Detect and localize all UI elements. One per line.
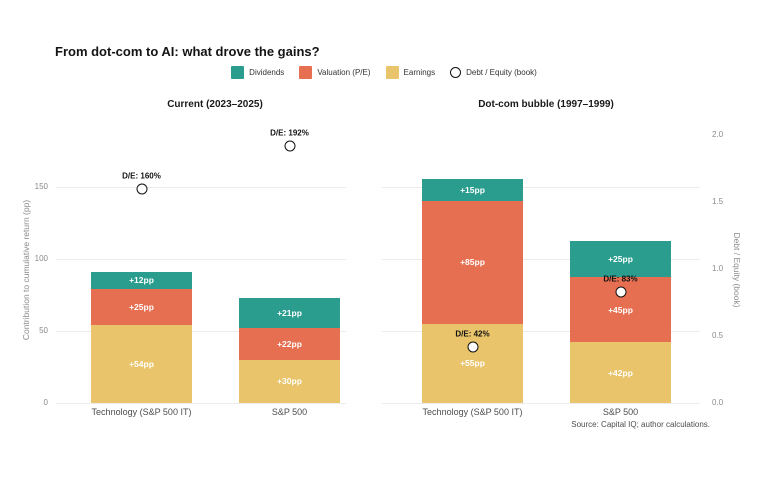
bar-segment-valuation-p-e	[422, 200, 523, 324]
bar-segment-earnings	[570, 342, 671, 403]
right-axis-tick: 1.0	[712, 264, 724, 273]
bar-segment-dividends	[91, 271, 192, 289]
debt-equity-marker	[136, 183, 147, 195]
bar-segment-label: +25pp	[608, 254, 633, 265]
valuation-swatch-icon	[299, 66, 313, 79]
category-label: S&P 500	[602, 407, 639, 417]
gridline	[56, 403, 346, 404]
debt-equity-value-label: D/E: 83%	[603, 274, 638, 284]
left-axis-tick: 100	[34, 253, 48, 263]
bar-segment-label: +15pp	[460, 185, 485, 196]
debt-equity-value-label: D/E: 42%	[455, 329, 490, 339]
debt-equity-marker	[615, 286, 626, 298]
bar-segment-label: +55pp	[460, 358, 485, 369]
bar-segment-dividends	[422, 179, 523, 201]
legend-item-dividends: Dividends	[231, 66, 284, 79]
gridline	[56, 330, 346, 332]
legend-label: Valuation (P/E)	[317, 68, 371, 77]
category-label: Technology (S&P 500 IT)	[91, 407, 192, 417]
debt-equity-value-label: D/E: 192%	[270, 128, 309, 138]
legend-item-debt-equity: Debt / Equity (book)	[450, 67, 537, 78]
legend: Dividends Valuation (P/E) Earnings Debt …	[0, 66, 768, 79]
debt-equity-marker	[467, 341, 478, 353]
gridline	[382, 330, 700, 332]
category-label: Technology (S&P 500 IT)	[422, 407, 523, 417]
gridline	[56, 186, 346, 188]
category-label: S&P 500	[271, 407, 308, 417]
legend-label: Earnings	[403, 68, 436, 77]
bar-segment-earnings	[239, 359, 340, 403]
bar-segment-valuation-p-e	[91, 288, 192, 326]
source-note: Source: Capital IQ; author calculations.	[571, 420, 710, 429]
chart-title: From dot-com to AI: what drove the gains…	[55, 44, 320, 59]
legend-item-earnings: Earnings	[385, 66, 436, 79]
bar-segment-label: +30pp	[277, 376, 302, 387]
debt-equity-value-label: D/E: 160%	[122, 171, 161, 181]
legend-label: Debt / Equity (book)	[466, 68, 537, 77]
bar-segment-label: +12pp	[129, 275, 154, 286]
bar-segment-valuation-p-e	[239, 327, 340, 360]
right-axis-tick: 1.5	[712, 197, 724, 206]
gridline	[382, 403, 700, 404]
bar-segment-dividends	[239, 297, 340, 328]
legend-item-valuation: Valuation (P/E)	[299, 66, 371, 79]
bar-segment-earnings	[422, 323, 523, 403]
bar-segment-label: +22pp	[277, 338, 302, 349]
bar-segment-label: +45pp	[608, 304, 633, 315]
bar-segment-label: +54pp	[129, 359, 154, 370]
left-axis-tick: 50	[39, 325, 48, 335]
gridline	[382, 186, 700, 188]
bar-segment-dividends	[570, 241, 671, 278]
bar-segment-label: +85pp	[460, 257, 485, 268]
legend-label: Dividends	[249, 68, 285, 77]
dividends-swatch-icon	[231, 66, 245, 79]
right-axis-tick: 0.5	[712, 331, 724, 340]
earnings-swatch-icon	[385, 66, 399, 79]
right-axis-tick: 2.0	[712, 130, 724, 139]
left-axis-tick: 0	[43, 398, 48, 407]
gridline	[56, 258, 346, 260]
left-axis-tick: 150	[34, 181, 48, 191]
debt-equity-marker	[284, 140, 295, 152]
bar-segment-label: +25pp	[129, 302, 154, 313]
bar-segment-earnings	[91, 325, 192, 403]
bar-segment-label: +21pp	[277, 307, 302, 318]
panel-title-dotcom: Dot-com bubble (1997–1999)	[478, 99, 614, 110]
gridline	[382, 258, 700, 260]
bar-segment-label: +42pp	[608, 367, 633, 378]
debt-equity-circle-icon	[450, 67, 462, 78]
panel-title-current: Current (2023–2025)	[167, 99, 263, 110]
right-axis-tick: 0.0	[712, 398, 724, 407]
